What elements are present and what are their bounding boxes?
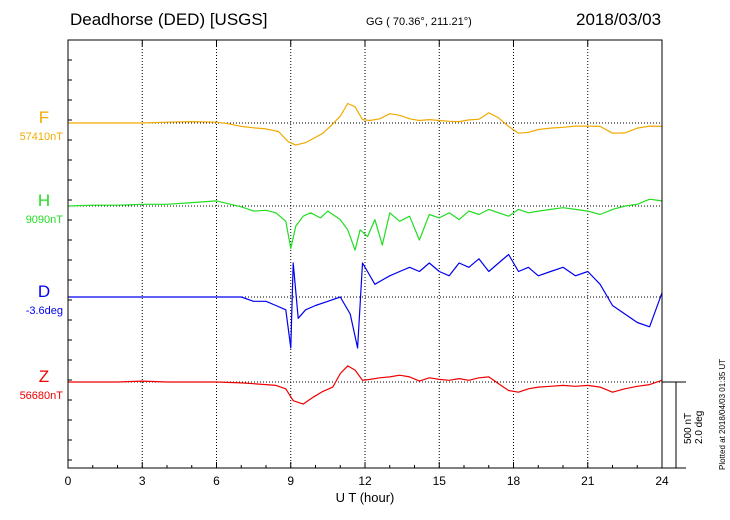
scale-bar-nt-label: 500 nT	[683, 412, 694, 444]
traces: F 57410nT H 9090nT D -3.6deg Z 56680nT	[20, 102, 663, 405]
x-tick-label: 18	[507, 474, 521, 488]
scale-bar	[662, 381, 686, 469]
scale-bar-deg-label: 2.0 deg	[694, 410, 705, 444]
x-tick-label: 0	[65, 474, 72, 488]
x-tick-label: 24	[655, 474, 669, 488]
component-label-h: H	[38, 191, 50, 210]
x-tick-label: 12	[358, 474, 372, 488]
component-label-d: D	[38, 282, 50, 301]
station-coordinates: GG ( 70.36°, 211.21°)	[366, 16, 472, 28]
x-tick-label: 15	[433, 474, 447, 488]
component-label-z: Z	[39, 367, 49, 386]
baseline-value-h: 9090nT	[26, 214, 64, 226]
baseline-value-z: 56680nT	[20, 390, 64, 402]
trace-h	[67, 198, 663, 251]
baseline-value-f: 57410nT	[20, 131, 64, 143]
plot-date: 2018/03/03	[576, 10, 662, 29]
trace-d	[68, 253, 663, 349]
baseline-value-d: -3.6deg	[26, 305, 63, 317]
station-title: Deadhorse (DED) [USGS]	[70, 10, 268, 29]
plotted-timestamp: Plotted at 2018/04/03 01:35 UT	[718, 358, 727, 470]
x-axis-label: U T (hour)	[336, 490, 395, 505]
trace-f	[68, 102, 663, 146]
trace-z	[68, 365, 663, 405]
x-axis: 0 3 6 9 12 15 18 21 24	[65, 40, 669, 488]
x-tick-label: 3	[139, 474, 146, 488]
grid-lines	[68, 40, 662, 468]
component-label-f: F	[39, 108, 49, 127]
x-tick-label: 9	[287, 474, 294, 488]
x-tick-label: 21	[581, 474, 595, 488]
x-tick-label: 6	[213, 474, 220, 488]
